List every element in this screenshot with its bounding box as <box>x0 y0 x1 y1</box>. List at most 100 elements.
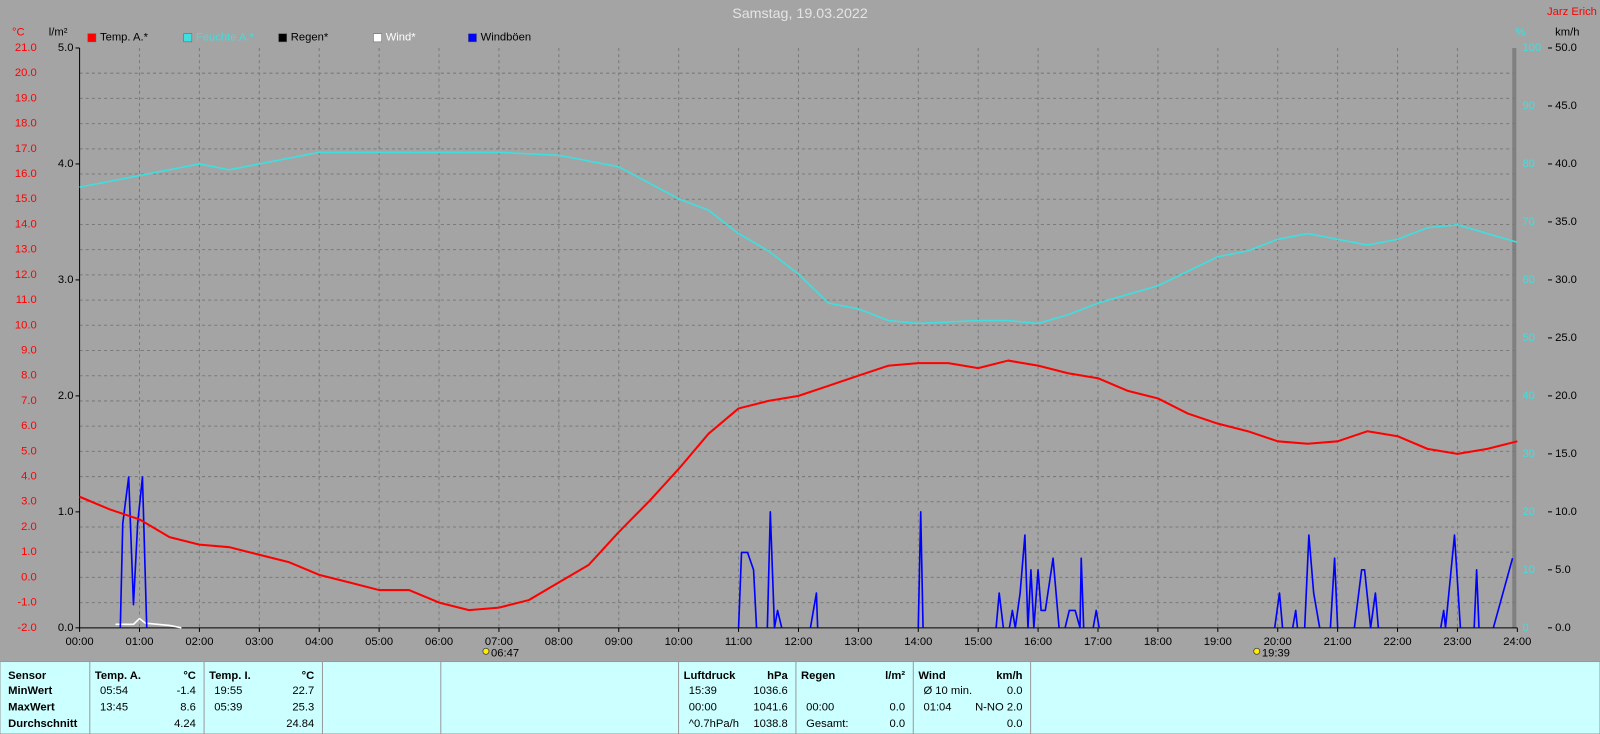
sun-label: 06:47 <box>491 647 519 659</box>
y-tick-label: 3.0 <box>21 496 37 508</box>
legend-swatch <box>373 33 382 43</box>
y-tick-label: 9.0 <box>21 344 37 356</box>
y-tick-label: 8.0 <box>21 370 37 382</box>
cell-label: 15:39 <box>689 685 717 697</box>
y3-tick-label: 60 <box>1522 274 1534 286</box>
cell-label: 01:04 <box>923 701 951 713</box>
y3-tick-label: 20 <box>1522 506 1534 518</box>
y-tick-label: 13.0 <box>15 244 37 256</box>
cell-value: 0.0 <box>889 718 905 730</box>
y3-tick-label: 50 <box>1522 332 1534 344</box>
y-tick-label: -1.0 <box>17 597 36 609</box>
y2-tick-label: 2.0 <box>58 390 74 402</box>
group-title: Temp. A. <box>95 670 141 682</box>
y2-tick-label: 5.0 <box>58 42 74 54</box>
y-tick-label: 1.0 <box>21 546 37 558</box>
legend-swatch <box>278 33 287 43</box>
chart-title: Samstag, 19.03.2022 <box>732 6 868 22</box>
y3-tick-label: 0 <box>1522 622 1528 634</box>
cell-value: N-NO 2.0 <box>975 701 1022 713</box>
x-tick-label: 01:00 <box>125 636 153 648</box>
cell-value: 4.24 <box>174 718 196 730</box>
x-tick-label: 20:00 <box>1264 636 1292 648</box>
row-label: MinWert <box>8 685 52 697</box>
y-tick-label: 12.0 <box>15 269 37 281</box>
cell-label: 19:55 <box>214 685 242 697</box>
cell-label: Ø 10 min. <box>923 685 972 697</box>
group-unit: km/h <box>996 670 1022 682</box>
y4-tick-label: 20.0 <box>1555 390 1577 402</box>
y-tick-label: -2.0 <box>17 622 36 634</box>
series-line <box>115 617 182 629</box>
series-line <box>79 359 1518 612</box>
y-tick-label: 16.0 <box>15 168 37 180</box>
group-title: Regen <box>801 670 835 682</box>
y-tick-label: 18.0 <box>15 118 37 130</box>
x-tick-label: 05:00 <box>365 636 393 648</box>
legend-label: Feuchte A.* <box>196 32 255 44</box>
y4-tick-label: 15.0 <box>1555 448 1577 460</box>
y-tick-label: 15.0 <box>15 193 37 205</box>
cell-value: 22.7 <box>292 685 314 697</box>
author: Jarz Erich <box>1547 6 1597 18</box>
group-unit: l/m² <box>885 670 905 682</box>
y-tick-label: 5.0 <box>21 445 37 457</box>
cell-value: 25.3 <box>292 701 314 713</box>
cell-label: 00:00 <box>689 701 717 713</box>
stats-table <box>0 661 1600 734</box>
y-tick-label: 14.0 <box>15 218 37 230</box>
row-label: Durchschnitt <box>8 718 77 730</box>
sun-marker <box>1253 647 1261 655</box>
y-tick-label: 0.0 <box>21 571 37 583</box>
legend-label: Wind* <box>386 32 417 44</box>
y3-tick-label: 90 <box>1522 100 1534 112</box>
group-unit: °C <box>183 670 196 682</box>
y-tick-label: 7.0 <box>21 395 37 407</box>
x-tick-label: 18:00 <box>1144 636 1172 648</box>
y-tick-label: 19.0 <box>15 92 37 104</box>
cell-label: 05:39 <box>214 701 242 713</box>
y-tick-label: 11.0 <box>16 294 37 306</box>
right-bar <box>1512 47 1517 628</box>
row-label: MaxWert <box>8 701 55 713</box>
y2-tick-label: 0.0 <box>58 622 74 634</box>
x-tick-label: 22:00 <box>1383 636 1411 648</box>
cell-label: 05:54 <box>100 685 128 697</box>
y2-tick-label: 3.0 <box>58 274 74 286</box>
y4-tick-label: 10.0 <box>1555 506 1577 518</box>
y3-tick-label: 100 <box>1522 42 1541 54</box>
cell-label: ^0.7hPa/h <box>689 718 739 730</box>
y4-tick-label: 35.0 <box>1555 216 1577 228</box>
y4-tick-label: 5.0 <box>1555 564 1571 576</box>
y-tick-label: 2.0 <box>21 521 37 533</box>
cell-label: 13:45 <box>100 701 128 713</box>
cell-value: 1036.6 <box>753 685 787 697</box>
y2-tick-label: 4.0 <box>58 158 74 170</box>
y-tick-label: 17.0 <box>15 143 37 155</box>
y-tick-label: 6.0 <box>21 420 37 432</box>
y4-tick-label: 40.0 <box>1555 158 1577 170</box>
legend-swatch <box>87 33 97 43</box>
cell-value: -1.4 <box>177 685 196 697</box>
cell-label: Gesamt: <box>806 718 848 730</box>
x-tick-label: 23:00 <box>1443 636 1471 648</box>
y-tick-label: 21.0 <box>15 42 37 54</box>
x-tick-label: 00:00 <box>66 636 94 648</box>
y3-tick-label: 30 <box>1522 448 1534 460</box>
y2-axis-title: l/m² <box>49 27 68 39</box>
cell-value: 1038.8 <box>753 718 787 730</box>
legend-label: Temp. A.* <box>100 32 149 44</box>
y3-axis-title: % <box>1515 27 1525 39</box>
legend-label: Regen* <box>291 32 329 44</box>
x-tick-label: 17:00 <box>1084 636 1112 648</box>
x-tick-label: 02:00 <box>185 636 213 648</box>
series-line <box>119 476 1514 629</box>
cell-value: 8.6 <box>180 701 196 713</box>
y4-tick-label: 50.0 <box>1555 42 1577 54</box>
x-tick-label: 14:00 <box>904 636 932 648</box>
background <box>0 0 1600 662</box>
group-unit: °C <box>302 670 315 682</box>
y3-tick-label: 70 <box>1522 216 1534 228</box>
y3-tick-label: 40 <box>1522 390 1534 402</box>
